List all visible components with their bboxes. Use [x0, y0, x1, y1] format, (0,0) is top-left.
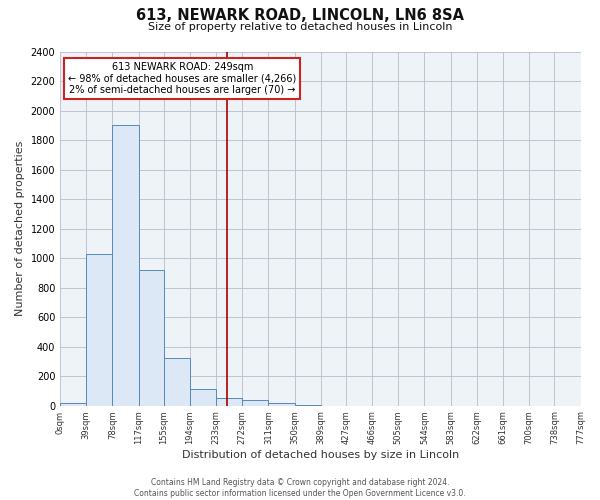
Bar: [268, 402, 295, 406]
Text: Size of property relative to detached houses in Lincoln: Size of property relative to detached ho…: [148, 22, 452, 32]
Bar: [190, 390, 216, 406]
Y-axis label: Number of detached properties: Number of detached properties: [15, 141, 25, 316]
Bar: [216, 398, 242, 406]
X-axis label: Distribution of detached houses by size in Lincoln: Distribution of detached houses by size …: [182, 450, 459, 460]
Bar: [86, 254, 112, 406]
Bar: [112, 126, 139, 406]
Bar: [295, 405, 320, 406]
Text: 613, NEWARK ROAD, LINCOLN, LN6 8SA: 613, NEWARK ROAD, LINCOLN, LN6 8SA: [136, 8, 464, 22]
Text: 613 NEWARK ROAD: 249sqm
← 98% of detached houses are smaller (4,266)
2% of semi-: 613 NEWARK ROAD: 249sqm ← 98% of detache…: [68, 62, 296, 96]
Bar: [60, 402, 86, 406]
Text: Contains HM Land Registry data © Crown copyright and database right 2024.
Contai: Contains HM Land Registry data © Crown c…: [134, 478, 466, 498]
Bar: [164, 358, 190, 406]
Bar: [139, 270, 164, 406]
Bar: [242, 400, 268, 406]
